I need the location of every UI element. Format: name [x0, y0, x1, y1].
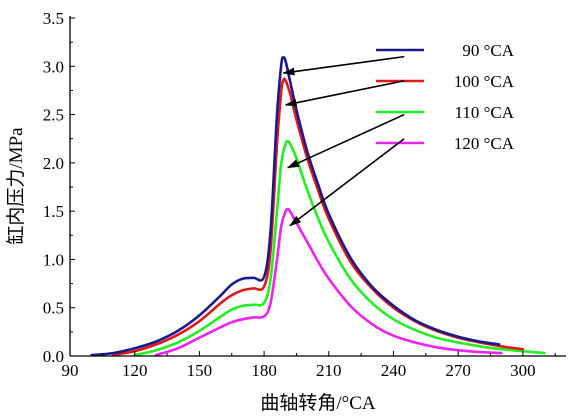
x-tick-label: 210	[316, 361, 342, 380]
x-tick-label: 150	[187, 361, 213, 380]
x-tick-label: 300	[510, 361, 536, 380]
series-line	[155, 207, 503, 357]
y-axis-title: 缸内压力/MPa	[5, 127, 27, 245]
legend-label: 100 °CA	[454, 72, 515, 91]
series-line	[90, 56, 501, 357]
x-tick-label: 270	[445, 361, 471, 380]
y-tick-label: 2.0	[43, 154, 64, 173]
legend-label: 90 °CA	[462, 41, 514, 60]
x-tick-label: 240	[381, 361, 407, 380]
series-line	[133, 139, 546, 357]
annotation-arrow	[284, 79, 405, 107]
legend-label: 120 °CA	[454, 134, 515, 153]
y-tick-label: 0.5	[43, 299, 64, 318]
x-tick-label: 90	[62, 361, 79, 380]
legend-label: 110 °CA	[454, 103, 514, 122]
x-tick-label: 120	[122, 361, 148, 380]
x-tick-label: 180	[251, 361, 277, 380]
plot-area	[90, 55, 546, 357]
axes: 90 120 150 180 210 240 270 300 0.0 0.5 1.0 1.5 2.0 2.…	[43, 9, 566, 380]
y-tick-label: 0.0	[43, 347, 64, 366]
annotation-arrow	[289, 138, 405, 227]
y-tick-label: 3.5	[43, 9, 64, 28]
y-tick-label: 2.5	[43, 106, 64, 125]
annotation-arrow	[286, 113, 405, 169]
y-tick-label: 1.0	[43, 250, 64, 269]
y-tick-label: 3.0	[43, 57, 64, 76]
x-axis-title: 曲轴转角/°CA	[260, 392, 376, 414]
y-tick-label: 1.5	[43, 202, 64, 221]
legend: 90 °CA 100 °CA 110 °CA 120 °CA	[376, 41, 515, 153]
annotation-arrow	[282, 55, 405, 76]
